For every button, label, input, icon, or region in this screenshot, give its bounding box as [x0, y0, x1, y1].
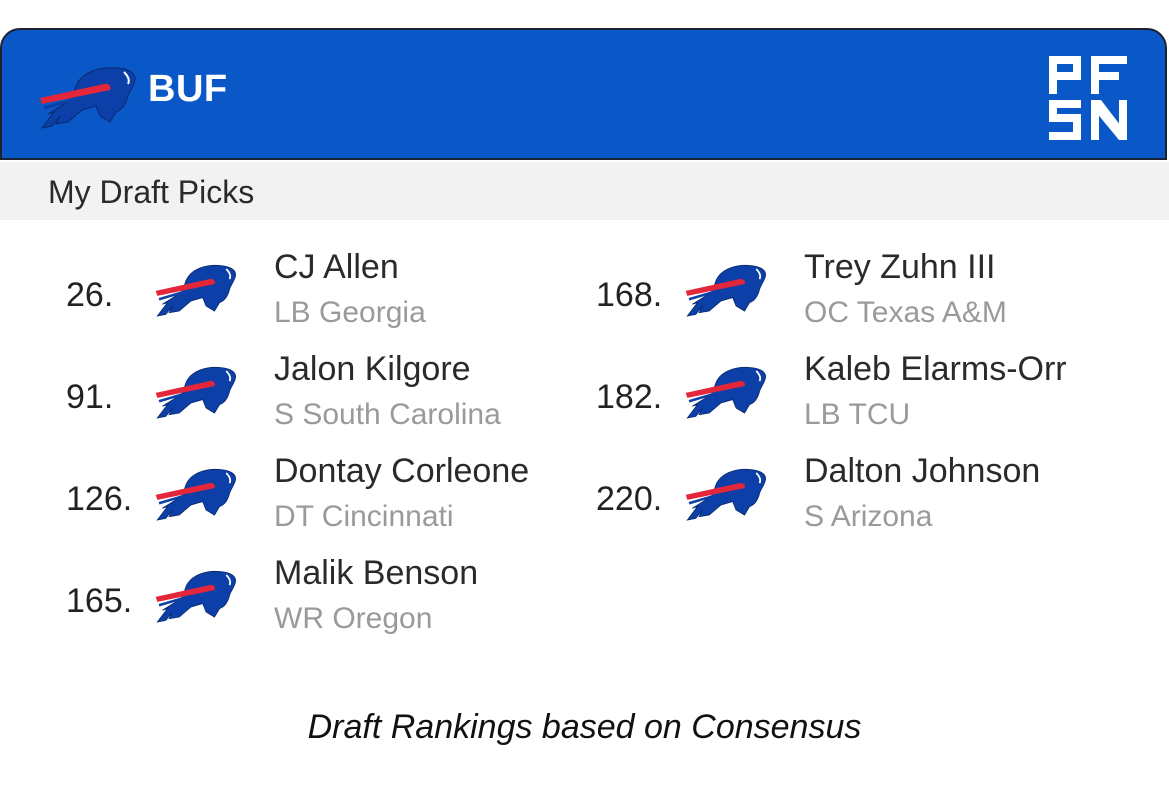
bills-buffalo-icon [38, 64, 138, 130]
draft-pick-row: 182. Kaleb Elarms-Orr LB TCU [594, 346, 1114, 448]
team-header: BUF [0, 28, 1167, 160]
bills-buffalo-icon [154, 568, 238, 624]
bills-buffalo-icon [684, 466, 768, 522]
pick-number: 165. [66, 582, 133, 620]
section-header: My Draft Picks [0, 162, 1169, 220]
footer-note: Draft Rankings based on Consensus [307, 708, 862, 746]
picks-column-left: 26. CJ Allen LB Georgia 91. Jalon Kilgor… [64, 244, 584, 652]
player-name: Kaleb Elarms-Orr [804, 350, 1067, 388]
pfsn-logo [1049, 56, 1127, 140]
player-name: Jalon Kilgore [274, 350, 471, 388]
player-position-school: DT Cincinnati [274, 500, 454, 533]
team-abbreviation: BUF [148, 68, 228, 110]
pick-number: 126. [66, 480, 133, 518]
player-position-school: WR Oregon [274, 602, 433, 635]
player-name: CJ Allen [274, 248, 399, 286]
player-name: Malik Benson [274, 554, 479, 592]
player-position-school: S South Carolina [274, 398, 501, 431]
pick-number: 26. [66, 276, 114, 314]
player-position-school: OC Texas A&M [804, 296, 1007, 329]
draft-pick-row: 26. CJ Allen LB Georgia [64, 244, 584, 346]
bills-buffalo-icon [154, 262, 238, 318]
draft-pick-row: 126. Dontay Corleone DT Cincinnati [64, 448, 584, 550]
draft-pick-row: 168. Trey Zuhn III OC Texas A&M [594, 244, 1114, 346]
player-name: Trey Zuhn III [804, 248, 996, 286]
player-position-school: LB TCU [804, 398, 911, 431]
pick-number: 168. [596, 276, 663, 314]
player-position-school: S Arizona [804, 500, 933, 533]
player-name: Dalton Johnson [804, 452, 1041, 490]
pick-number: 220. [596, 480, 663, 518]
draft-pick-row: 220. Dalton Johnson S Arizona [594, 448, 1114, 550]
bills-buffalo-icon [684, 364, 768, 420]
draft-pick-row: 91. Jalon Kilgore S South Carolina [64, 346, 584, 448]
section-title: My Draft Picks [48, 174, 255, 210]
player-position-school: LB Georgia [274, 296, 426, 329]
picks-column-right: 168. Trey Zuhn III OC Texas A&M 182. Kal… [594, 244, 1114, 550]
bills-buffalo-icon [684, 262, 768, 318]
bills-buffalo-icon [154, 364, 238, 420]
draft-pick-row: 165. Malik Benson WR Oregon [64, 550, 584, 652]
pick-number: 182. [596, 378, 663, 416]
pick-number: 91. [66, 378, 114, 416]
player-name: Dontay Corleone [274, 452, 530, 490]
bills-buffalo-icon [154, 466, 238, 522]
